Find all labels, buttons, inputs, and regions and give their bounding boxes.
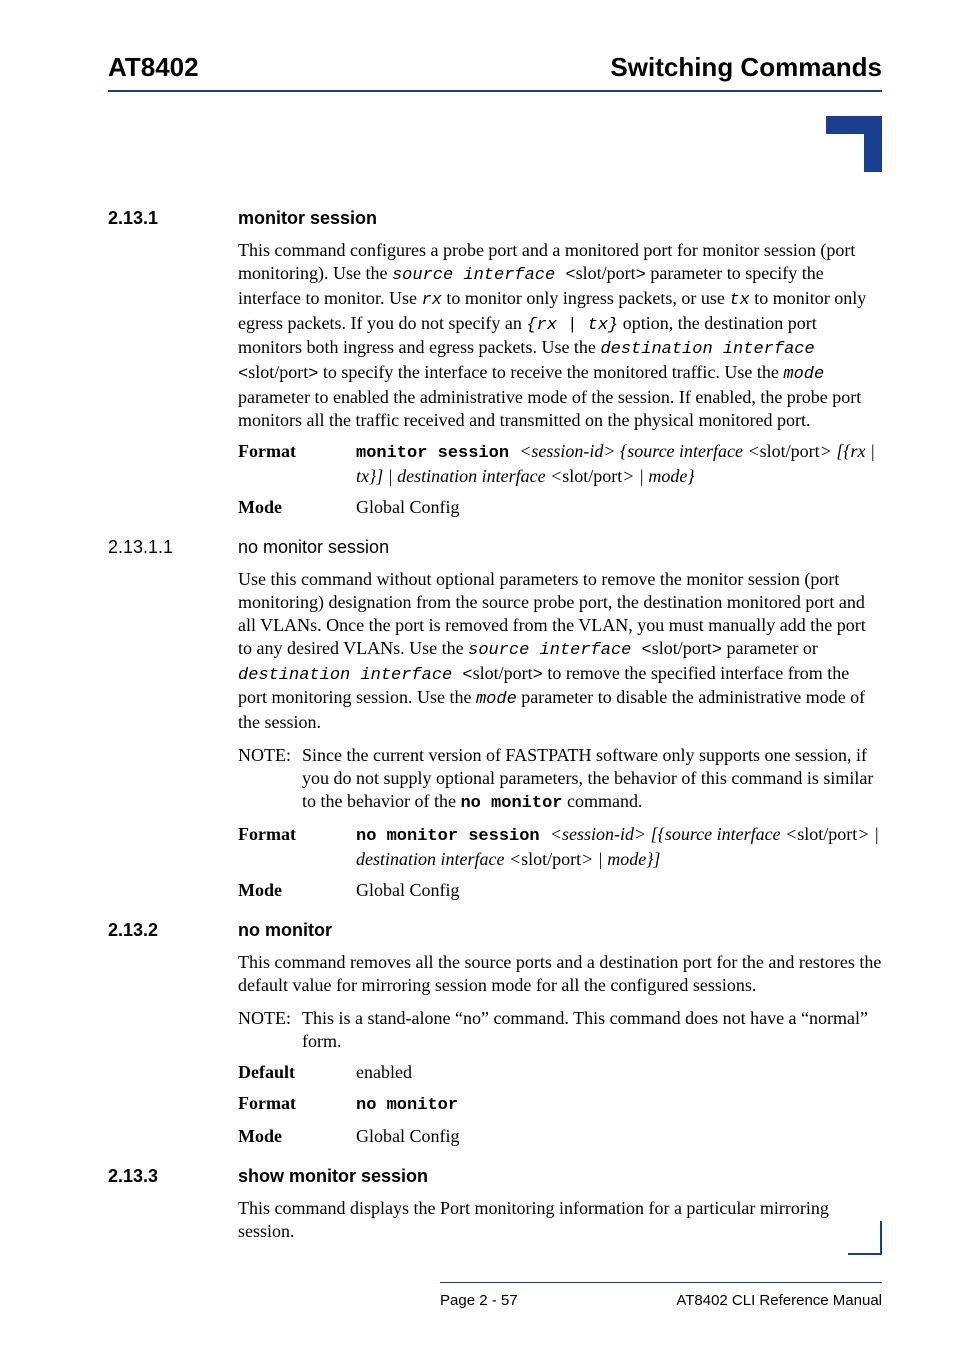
format-row: Formatno monitor session <session-id> [{… bbox=[238, 823, 882, 871]
section-heading: 2.13.1monitor session bbox=[108, 208, 882, 229]
corner-brand-mark bbox=[826, 116, 882, 172]
section-number: 2.13.2 bbox=[108, 920, 238, 941]
format-label: Format bbox=[238, 440, 356, 488]
note: NOTE:Since the current version of FASTPA… bbox=[238, 744, 882, 815]
format-row: ModeGlobal Config bbox=[238, 496, 882, 519]
section-number: 2.13.1 bbox=[108, 208, 238, 229]
section-heading: 2.13.1.1no monitor session bbox=[108, 537, 882, 558]
format-value: enabled bbox=[356, 1061, 882, 1084]
header-left: AT8402 bbox=[108, 52, 199, 83]
format-row: ModeGlobal Config bbox=[238, 1125, 882, 1148]
header-rule bbox=[108, 90, 882, 92]
format-label: Format bbox=[238, 823, 356, 871]
note: NOTE:This is a stand-alone “no” command.… bbox=[238, 1007, 882, 1053]
format-row: Defaultenabled bbox=[238, 1061, 882, 1084]
paragraph: This command configures a probe port and… bbox=[238, 239, 882, 432]
section-body: This command displays the Port monitorin… bbox=[238, 1197, 882, 1243]
paragraph: Use this command without optional parame… bbox=[238, 568, 882, 734]
format-label: Mode bbox=[238, 1125, 356, 1148]
format-value: monitor session <session-id> {source int… bbox=[356, 440, 882, 488]
paragraph: This command displays the Port monitorin… bbox=[238, 1197, 882, 1243]
section-body: This command configures a probe port and… bbox=[238, 239, 882, 519]
section-number: 2.13.1.1 bbox=[108, 537, 238, 558]
paragraph: This command removes all the source port… bbox=[238, 951, 882, 997]
footer-page-number: Page 2 - 57 bbox=[440, 1292, 518, 1309]
format-row: ModeGlobal Config bbox=[238, 879, 882, 902]
format-value: Global Config bbox=[356, 496, 882, 519]
page: AT8402 Switching Commands 2.13.1monitor … bbox=[0, 0, 954, 1351]
note-body: This is a stand-alone “no” command. This… bbox=[302, 1007, 882, 1053]
note-label: NOTE: bbox=[238, 1007, 302, 1053]
format-label: Mode bbox=[238, 496, 356, 519]
footer-corner-mark bbox=[848, 1221, 882, 1255]
format-row: Formatno monitor bbox=[238, 1092, 882, 1117]
section-title: no monitor session bbox=[238, 537, 389, 558]
section-title: no monitor bbox=[238, 920, 332, 941]
header-right: Switching Commands bbox=[610, 52, 882, 83]
format-value: no monitor session <session-id> [{source… bbox=[356, 823, 882, 871]
footer-rule bbox=[440, 1282, 882, 1283]
section-number: 2.13.3 bbox=[108, 1166, 238, 1187]
note-label: NOTE: bbox=[238, 744, 302, 815]
section-heading: 2.13.3show monitor session bbox=[108, 1166, 882, 1187]
note-body: Since the current version of FASTPATH so… bbox=[302, 744, 882, 815]
content-area: 2.13.1monitor session This command config… bbox=[108, 190, 882, 1243]
format-label: Format bbox=[238, 1092, 356, 1117]
format-value: Global Config bbox=[356, 1125, 882, 1148]
section-body: This command removes all the source port… bbox=[238, 951, 882, 1148]
section-title: monitor session bbox=[238, 208, 377, 229]
format-value: Global Config bbox=[356, 879, 882, 902]
section-title: show monitor session bbox=[238, 1166, 428, 1187]
section-body: Use this command without optional parame… bbox=[238, 568, 882, 902]
footer-doc-title: AT8402 CLI Reference Manual bbox=[676, 1292, 882, 1309]
section-heading: 2.13.2no monitor bbox=[108, 920, 882, 941]
format-label: Default bbox=[238, 1061, 356, 1084]
format-value: no monitor bbox=[356, 1092, 882, 1117]
format-row: Formatmonitor session <session-id> {sour… bbox=[238, 440, 882, 488]
format-label: Mode bbox=[238, 879, 356, 902]
